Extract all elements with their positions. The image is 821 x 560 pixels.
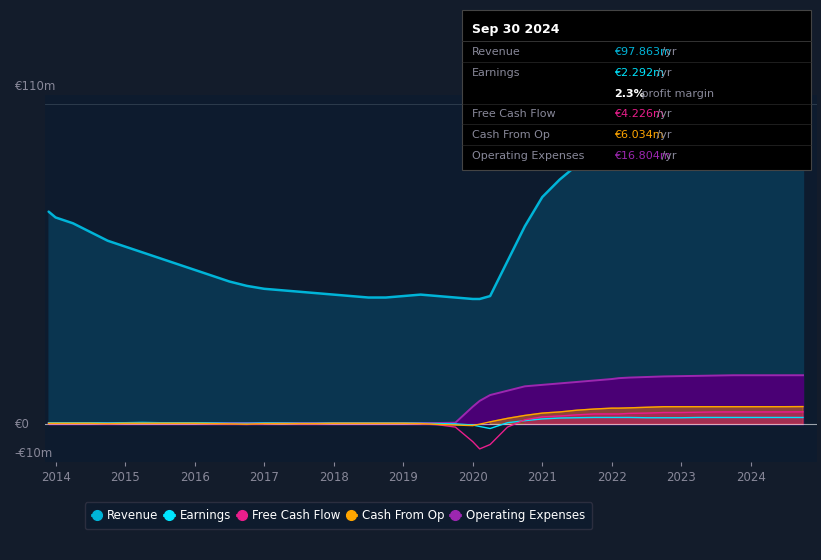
Text: Revenue: Revenue bbox=[472, 47, 521, 57]
Text: €4.226m: €4.226m bbox=[614, 109, 664, 119]
Text: €16.804m: €16.804m bbox=[614, 151, 671, 161]
Text: €6.034m: €6.034m bbox=[614, 130, 663, 140]
Text: €2.292m: €2.292m bbox=[614, 68, 664, 78]
Legend: Revenue, Earnings, Free Cash Flow, Cash From Op, Operating Expenses: Revenue, Earnings, Free Cash Flow, Cash … bbox=[85, 502, 592, 529]
Text: profit margin: profit margin bbox=[638, 88, 714, 99]
Text: -€10m: -€10m bbox=[15, 447, 53, 460]
Text: Earnings: Earnings bbox=[472, 68, 521, 78]
Text: €110m: €110m bbox=[15, 80, 56, 94]
Text: 2.3%: 2.3% bbox=[614, 88, 644, 99]
Text: Sep 30 2024: Sep 30 2024 bbox=[472, 23, 560, 36]
Text: Free Cash Flow: Free Cash Flow bbox=[472, 109, 556, 119]
Text: Cash From Op: Cash From Op bbox=[472, 130, 550, 140]
Text: /yr: /yr bbox=[658, 151, 677, 161]
Text: /yr: /yr bbox=[653, 130, 672, 140]
Text: /yr: /yr bbox=[658, 47, 677, 57]
Text: /yr: /yr bbox=[653, 109, 672, 119]
Text: /yr: /yr bbox=[653, 68, 672, 78]
Text: €0: €0 bbox=[15, 418, 30, 431]
Text: €97.863m: €97.863m bbox=[614, 47, 671, 57]
Text: Operating Expenses: Operating Expenses bbox=[472, 151, 585, 161]
